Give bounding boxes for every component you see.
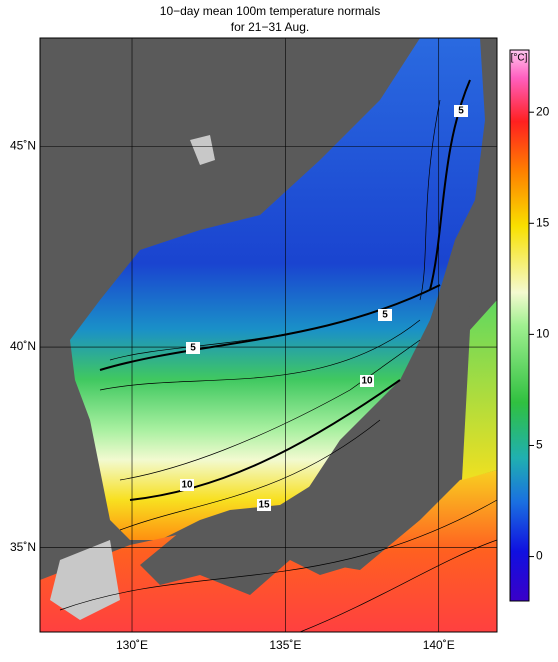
colorbar-tick-label: 10: [536, 327, 550, 341]
map-frame: [39, 37, 498, 633]
lat-label: 35˚N: [10, 540, 36, 554]
kyushu-coast: [50, 540, 120, 620]
sea-of-japan: [70, 38, 485, 540]
hokkaido: [450, 235, 497, 290]
contour-label-bg: [378, 309, 392, 321]
pacific-east: [462, 300, 497, 480]
contour-label: 10: [361, 376, 373, 387]
colorbar-tick-label: 5: [536, 438, 543, 452]
lon-label: 140˚E: [423, 638, 455, 652]
contour-label: 5: [190, 343, 196, 354]
contour-label-bg: [180, 479, 194, 491]
map-area: [40, 38, 498, 633]
honshu: [140, 290, 470, 595]
graticule: [40, 38, 497, 632]
lat-label: 45˚N: [10, 139, 36, 153]
colorbar-tick-label: 0: [536, 549, 543, 563]
title-line: 10−day mean 100m temperature normals: [160, 4, 380, 18]
contour-label: 5: [382, 310, 388, 321]
contour-label: 10: [181, 480, 193, 491]
contour-label-bg: [186, 342, 200, 354]
contour-label-bg: [257, 499, 271, 511]
colorbar-tick-label: 20: [536, 104, 550, 118]
colorbar-tick-label: 15: [536, 215, 550, 229]
contour-label: 15: [258, 500, 270, 511]
lat-label: 40˚N: [10, 339, 36, 353]
contour-label-bg: [360, 375, 374, 387]
contour-label: 5: [458, 106, 464, 117]
colorbar: [509, 49, 530, 602]
title-line: for 21−31 Aug.: [231, 20, 309, 34]
lake: [190, 135, 215, 165]
lon-label: 135˚E: [269, 638, 301, 652]
contour-label-bg: [454, 105, 468, 117]
lon-label: 130˚E: [116, 638, 148, 652]
colorbar-unit: [°C]: [511, 53, 528, 64]
